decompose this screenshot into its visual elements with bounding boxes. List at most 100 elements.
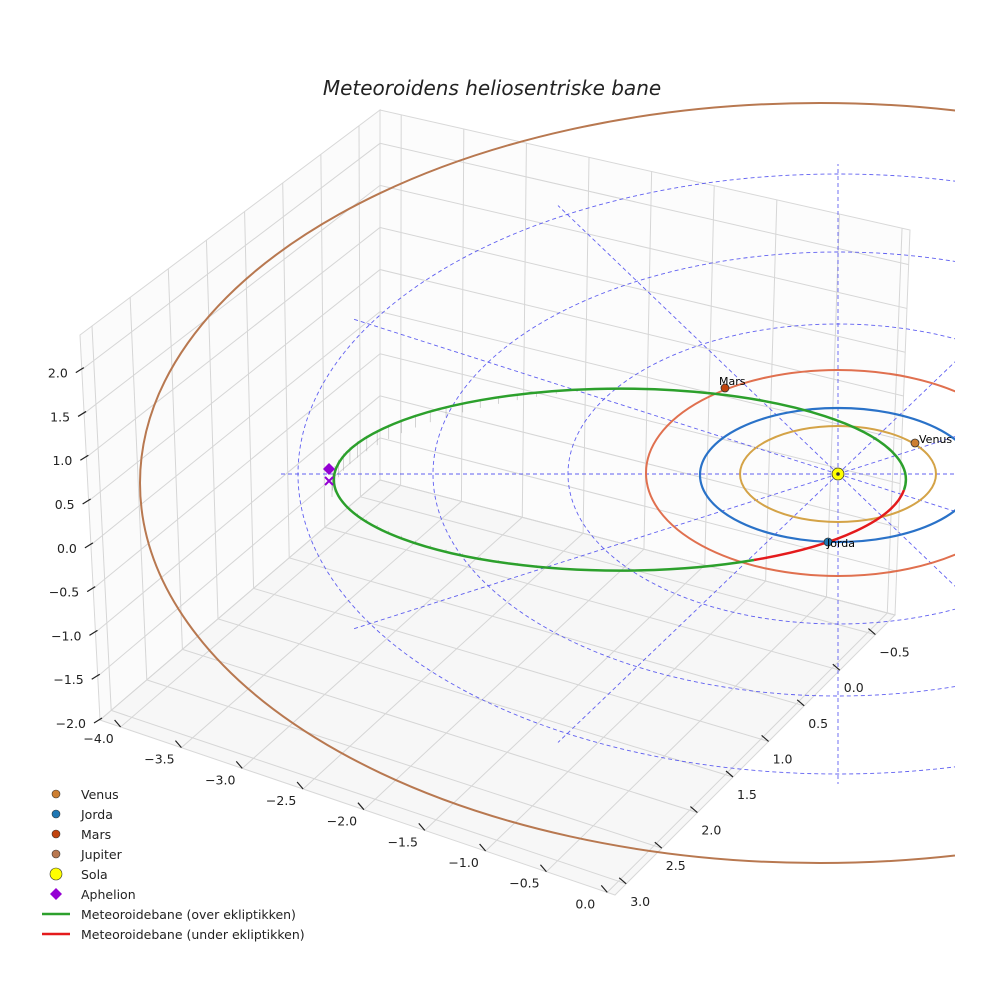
y-gridline [167, 268, 698, 814]
x-gridline [120, 114, 402, 728]
ecliptic-grid-spoke [837, 436, 955, 475]
x-tick-label: −2.5 [266, 793, 296, 808]
z-tick-mark [86, 586, 96, 593]
mars-orbit [645, 369, 955, 577]
mars-marker [720, 383, 730, 393]
meteoroid-orbit-above [332, 387, 908, 572]
y-tick-mark [654, 841, 663, 849]
ecliptic-grid-spoke [557, 205, 839, 475]
x-axis: −4.0 −3.5 −3.0 −2.5 −2.0 −1.5 −1.0 −0.5 0.0 [83, 719, 608, 911]
z-gridline [81, 142, 909, 371]
legend-sun-swatch [49, 867, 63, 881]
legend-venus-swatch [51, 789, 61, 799]
y-tick-label: 3.0 [630, 894, 650, 909]
z-tick-mark [84, 542, 94, 549]
z-tick-mark [80, 454, 89, 461]
y-tick-mark [761, 734, 769, 742]
x-gridline [485, 199, 778, 852]
x-tick-mark [600, 884, 608, 893]
z-tick-label: −2.0 [56, 716, 86, 731]
legend-earth-label: Jorda [80, 807, 113, 822]
y-gridline [91, 325, 627, 885]
z-gridline [83, 184, 908, 414]
jupiter-orbit [139, 102, 955, 864]
legend-aphelion-swatch [50, 888, 62, 900]
x-tick-mark [539, 864, 547, 873]
legend: Venus Jorda Mars Jupiter Sola Aphelion M… [42, 787, 305, 942]
axes-panes [79, 109, 911, 896]
x-gridline [363, 171, 653, 811]
y-gridline [205, 240, 734, 778]
x-tick-label: −0.5 [509, 876, 539, 891]
x-tick-mark [357, 802, 365, 811]
z-axis: 2.0 1.5 1.0 0.5 0.0 −0.5 −1.0 −1.5 −2.0 [48, 366, 103, 731]
x-tick-label: −4.0 [83, 731, 113, 746]
y-tick-label: 1.5 [737, 787, 757, 802]
y-tick-label: 0.0 [844, 680, 864, 695]
ecliptic-grid-spoke [557, 473, 839, 743]
y-gridline [282, 182, 805, 707]
z-tick-label: 1.5 [50, 409, 70, 424]
x-tick-mark [418, 822, 426, 831]
venus-orbit [739, 425, 937, 523]
x-tick-label: −3.5 [144, 752, 174, 767]
z-gridline [95, 395, 899, 633]
z-gridline [90, 311, 902, 546]
x-gridline [302, 157, 590, 790]
x-tick-mark [174, 740, 182, 749]
legend-sun-label: Sola [81, 867, 108, 882]
x-tick-label: 0.0 [575, 896, 595, 911]
aphelion-projection-marker [324, 476, 334, 486]
ecliptic-grid [278, 164, 955, 784]
x-gridline [241, 143, 527, 769]
z-tick-mark [77, 410, 87, 417]
chart-title: Meteoroidens heliosentriske bane [323, 76, 661, 100]
z-tick-mark [75, 367, 85, 374]
venus-marker [910, 438, 920, 448]
x-tick-mark [296, 781, 304, 790]
z-tick-label: −0.5 [49, 585, 79, 600]
z-tick-label: 2.0 [48, 366, 68, 381]
ecliptic-grid-spoke [837, 361, 955, 475]
x-gridline [606, 228, 903, 893]
earth-orbit [698, 406, 955, 544]
y-gridline [320, 154, 840, 671]
meteoroid-orbit-below [753, 489, 906, 562]
gridlines [81, 114, 909, 893]
ecliptic-grid-spoke [352, 318, 839, 475]
y-tick-mark [618, 877, 627, 885]
z-gridline [86, 226, 906, 458]
aphelion-marker [323, 463, 335, 475]
x-tick-mark [479, 843, 487, 852]
venus-label: Venus [919, 433, 952, 446]
y-tick-mark [868, 628, 876, 636]
z-tick-mark [93, 717, 103, 724]
z-tick-label: 0.0 [57, 541, 77, 556]
legend-above-label: Meteoroidebane (over ekliptikken) [81, 907, 296, 922]
z-tick-label: 0.5 [55, 497, 75, 512]
legend-jupiter-label: Jupiter [80, 847, 123, 862]
x-gridline [546, 214, 840, 873]
x-tick-label: −1.5 [388, 834, 418, 849]
y-gridline [129, 297, 662, 849]
z-tick-label: 1.0 [52, 453, 72, 468]
legend-earth-swatch [51, 809, 61, 819]
y-tick-label: 2.5 [666, 858, 686, 873]
y-tick-mark [832, 663, 841, 671]
y-axis: −0.5 0.0 0.5 1.0 1.5 2.0 2.5 3.0 [618, 628, 910, 909]
ecliptic-grid-spoke [837, 473, 955, 587]
y-tick-label: 1.0 [773, 751, 793, 766]
y-tick-label: 0.5 [808, 716, 828, 731]
z-gridline [99, 479, 896, 721]
legend-aphelion-label: Aphelion [81, 887, 136, 902]
legend-jupiter-swatch [51, 849, 61, 859]
sun-center-dot [836, 472, 840, 476]
planet-markers: Venus Jorda Mars [719, 375, 952, 550]
earth-label: Jorda [826, 537, 855, 550]
x-tick-mark [235, 760, 243, 769]
y-tick-mark [725, 770, 734, 778]
y-tick-label: 2.0 [701, 823, 721, 838]
z-tick-label: −1.5 [53, 672, 83, 687]
legend-mars-label: Mars [81, 827, 111, 842]
